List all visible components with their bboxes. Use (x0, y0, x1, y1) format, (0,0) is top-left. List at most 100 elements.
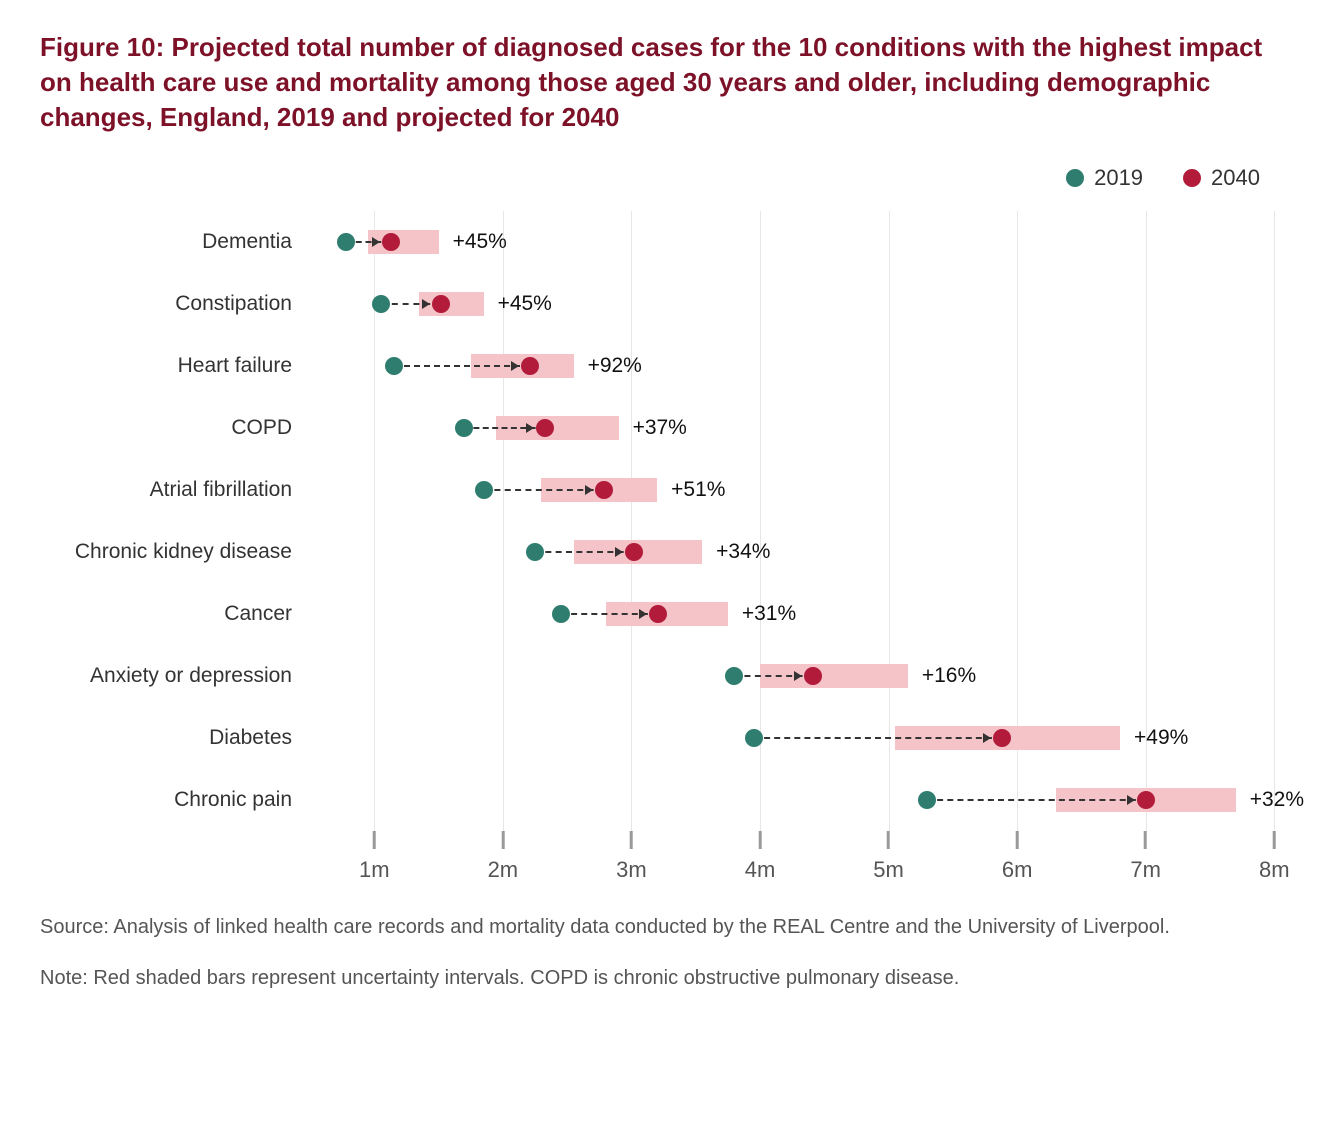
row-plot: +37% (310, 397, 1300, 459)
x-tick: 4m (745, 831, 776, 883)
row-label: Dementia (40, 230, 310, 254)
dot-2040 (804, 667, 822, 685)
arrowhead-icon (511, 361, 519, 371)
arrowhead-icon (585, 485, 593, 495)
chart-row: Chronic kidney disease +34% (40, 521, 1300, 583)
tick-mark (373, 831, 376, 849)
legend-dot-icon (1183, 169, 1201, 187)
chart-row: Chronic pain+32% (40, 769, 1300, 831)
legend-label: 2040 (1211, 165, 1260, 191)
dot-2040 (521, 357, 539, 375)
row-plot: +45% (310, 211, 1300, 273)
x-axis-ticks: 1m 2m 3m 4m 5m 6m 7m 8m (310, 831, 1300, 891)
chart-row: Diabetes +49% (40, 707, 1300, 769)
row-plot: +16% (310, 645, 1300, 707)
row-plot: +45% (310, 273, 1300, 335)
pct-label: +45% (453, 230, 507, 254)
chart: Dementia +45% Constipation +45% Heart failur… (40, 211, 1300, 891)
arrowhead-icon (794, 671, 802, 681)
chart-row: Atrial fibrillation+51% (40, 459, 1300, 521)
tick-mark (501, 831, 504, 849)
tick-label: 4m (745, 857, 776, 883)
dot-2019 (526, 543, 544, 561)
pct-label: +49% (1134, 726, 1188, 750)
tick-mark (1144, 831, 1147, 849)
x-tick: 2m (488, 831, 519, 883)
dot-2019 (385, 357, 403, 375)
row-label: Constipation (40, 292, 310, 316)
tick-mark (630, 831, 633, 849)
chart-row: Constipation +45% (40, 273, 1300, 335)
tick-label: 3m (616, 857, 647, 883)
dot-2040 (432, 295, 450, 313)
chart-row: Heart failure +92% (40, 335, 1300, 397)
row-plot: +34% (310, 521, 1300, 583)
row-label: Diabetes (40, 726, 310, 750)
pct-label: +45% (498, 292, 552, 316)
tick-mark (759, 831, 762, 849)
tick-label: 6m (1002, 857, 1033, 883)
dot-2019 (475, 481, 493, 499)
tick-mark (1273, 831, 1276, 849)
note-text: Note: Red shaded bars represent uncertai… (40, 964, 1300, 993)
row-plot: +51% (310, 459, 1300, 521)
row-label: Chronic kidney disease (40, 540, 310, 564)
pct-label: +37% (633, 416, 687, 440)
x-tick: 8m (1259, 831, 1290, 883)
dot-2040 (595, 481, 613, 499)
source-text: Source: Analysis of linked health care r… (40, 913, 1300, 942)
x-tick: 6m (1002, 831, 1033, 883)
dot-2040 (382, 233, 400, 251)
dot-2019 (725, 667, 743, 685)
tick-mark (887, 831, 890, 849)
x-tick: 5m (873, 831, 904, 883)
dot-2019 (337, 233, 355, 251)
pct-label: +92% (588, 354, 642, 378)
dot-2019 (372, 295, 390, 313)
chart-row: COPD +37% (40, 397, 1300, 459)
legend-item: 2019 (1066, 165, 1143, 191)
row-label: COPD (40, 416, 310, 440)
arrowhead-icon (372, 237, 380, 247)
tick-mark (1016, 831, 1019, 849)
connector-line (754, 737, 1002, 739)
tick-label: 5m (873, 857, 904, 883)
x-tick: 7m (1130, 831, 1161, 883)
dot-2019 (552, 605, 570, 623)
row-plot: +92% (310, 335, 1300, 397)
chart-row: Dementia +45% (40, 211, 1300, 273)
row-label: Chronic pain (40, 788, 310, 812)
tick-label: 7m (1130, 857, 1161, 883)
arrowhead-icon (983, 733, 991, 743)
row-label: Anxiety or depression (40, 664, 310, 688)
x-tick: 3m (616, 831, 647, 883)
chart-rows: Dementia +45% Constipation +45% Heart failur… (40, 211, 1300, 831)
dot-2019 (745, 729, 763, 747)
pct-label: +51% (671, 478, 725, 502)
arrowhead-icon (422, 299, 430, 309)
legend: 2019 2040 (40, 165, 1300, 191)
dot-2019 (455, 419, 473, 437)
row-plot: +49% (310, 707, 1300, 769)
arrowhead-icon (615, 547, 623, 557)
dot-2040 (649, 605, 667, 623)
row-label: Heart failure (40, 354, 310, 378)
x-tick: 1m (359, 831, 390, 883)
arrowhead-icon (639, 609, 647, 619)
chart-row: Anxiety or depression+16% (40, 645, 1300, 707)
row-plot: +31% (310, 583, 1300, 645)
pct-label: +31% (742, 602, 796, 626)
legend-label: 2019 (1094, 165, 1143, 191)
x-axis: 1m 2m 3m 4m 5m 6m 7m 8m (40, 831, 1300, 891)
figure-title: Figure 10: Projected total number of dia… (40, 30, 1300, 135)
dot-2019 (918, 791, 936, 809)
arrowhead-icon (1127, 795, 1135, 805)
dot-2040 (993, 729, 1011, 747)
row-label: Cancer (40, 602, 310, 626)
dot-2040 (1137, 791, 1155, 809)
dot-2040 (625, 543, 643, 561)
tick-label: 1m (359, 857, 390, 883)
pct-label: +34% (716, 540, 770, 564)
pct-label: +32% (1250, 788, 1304, 812)
connector-line (927, 799, 1146, 801)
